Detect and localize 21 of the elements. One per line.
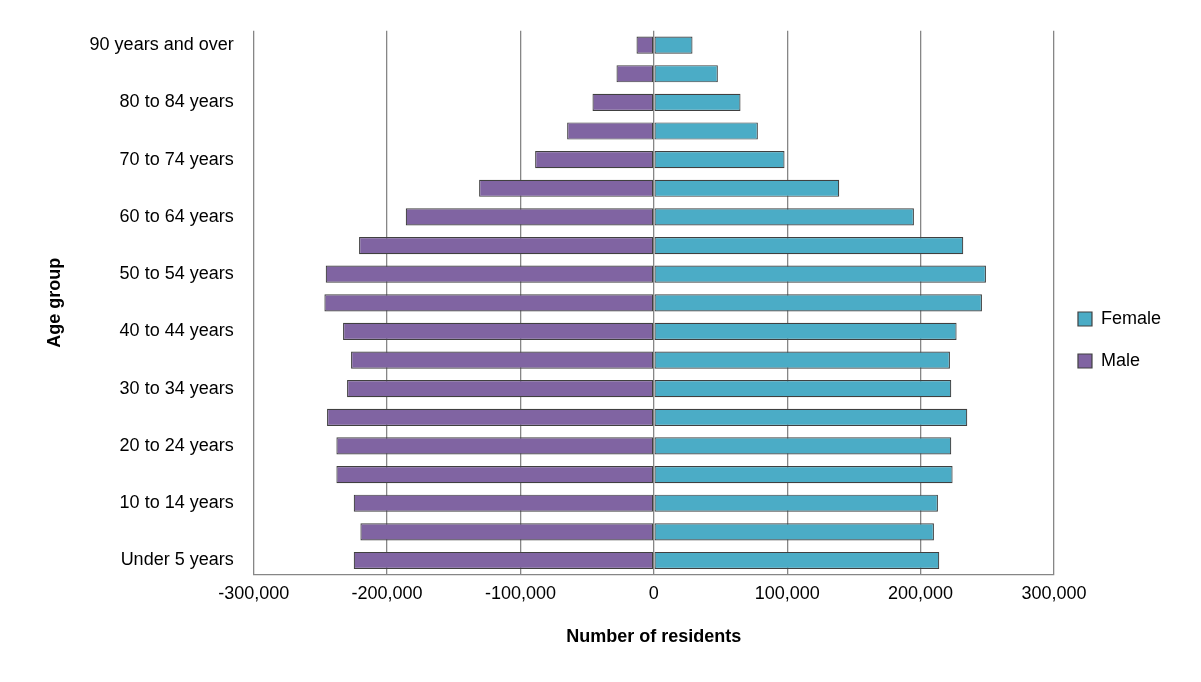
y-tick-label: 30 to 34 years — [119, 377, 234, 398]
x-tick-label: -300,000 — [218, 582, 290, 603]
y-tick-label: 80 to 84 years — [119, 91, 234, 112]
legend-label: Female — [1100, 307, 1162, 328]
legend-label: Male — [1100, 349, 1140, 370]
y-tick-label: 60 to 64 years — [119, 205, 234, 226]
y-tick-label: 50 to 54 years — [119, 263, 234, 284]
x-tick-label: 200,000 — [888, 582, 954, 603]
y-tick-label: 20 to 24 years — [119, 434, 234, 455]
x-tick-label: -100,000 — [484, 582, 556, 603]
x-tick-label: 300,000 — [1021, 582, 1087, 603]
y-tick-label: 10 to 14 years — [119, 492, 234, 513]
y-tick-label: 70 to 74 years — [119, 148, 234, 169]
x-tick-label: 0 — [648, 582, 659, 603]
x-tick-label: 100,000 — [754, 582, 820, 603]
y-tick-label: Under 5 years — [120, 549, 234, 570]
y-axis-title: Age group — [43, 257, 64, 348]
x-axis-title: Number of residents — [566, 626, 742, 647]
y-tick-label: 90 years and over — [89, 34, 234, 55]
x-tick-label: -200,000 — [351, 582, 423, 603]
y-tick-label: 40 to 44 years — [119, 320, 234, 341]
